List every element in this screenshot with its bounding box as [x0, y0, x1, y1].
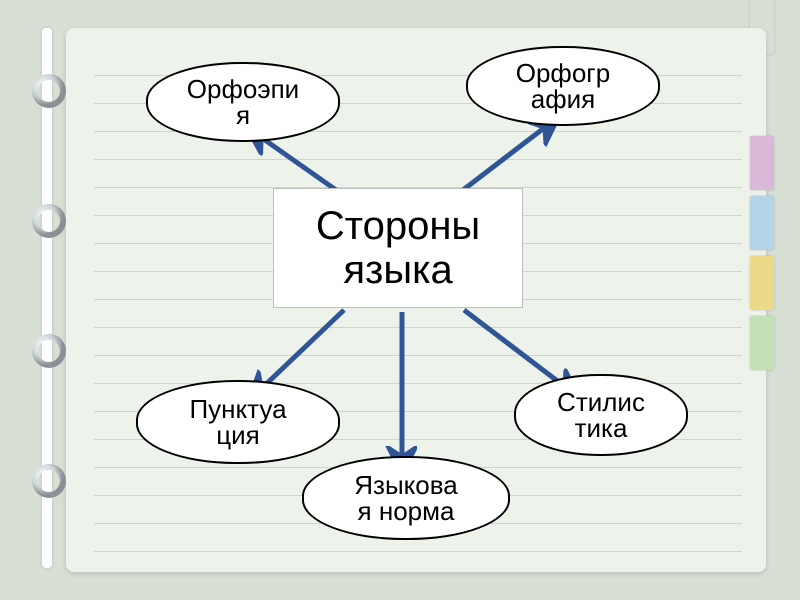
node-norma: Языковая норма: [302, 456, 510, 540]
node-label: Орфоэпия: [187, 76, 299, 128]
central-topic: Стороны языка: [273, 188, 523, 308]
binder-strip: [42, 28, 52, 568]
node-punkt: Пунктуация: [136, 380, 340, 464]
node-label: Языковая норма: [354, 472, 458, 524]
node-label: Стилистика: [557, 389, 645, 441]
notebook-page: Стороны языка Орфоэпия Орфография Пунктуац…: [66, 28, 766, 572]
node-orfograf: Орфография: [466, 46, 660, 126]
node-label: Пунктуация: [189, 396, 286, 448]
node-stylistic: Стилистика: [514, 374, 688, 456]
node-orfoepia: Орфоэпия: [146, 62, 340, 142]
page-tab-4: [750, 316, 774, 370]
page-tab-1: [750, 136, 774, 190]
page-tab-2: [750, 196, 774, 250]
page-tab-3: [750, 256, 774, 310]
central-label: Стороны языка: [274, 204, 522, 292]
node-label: Орфография: [516, 60, 610, 112]
slide-stage: Стороны языка Орфоэпия Орфография Пунктуац…: [0, 0, 800, 600]
